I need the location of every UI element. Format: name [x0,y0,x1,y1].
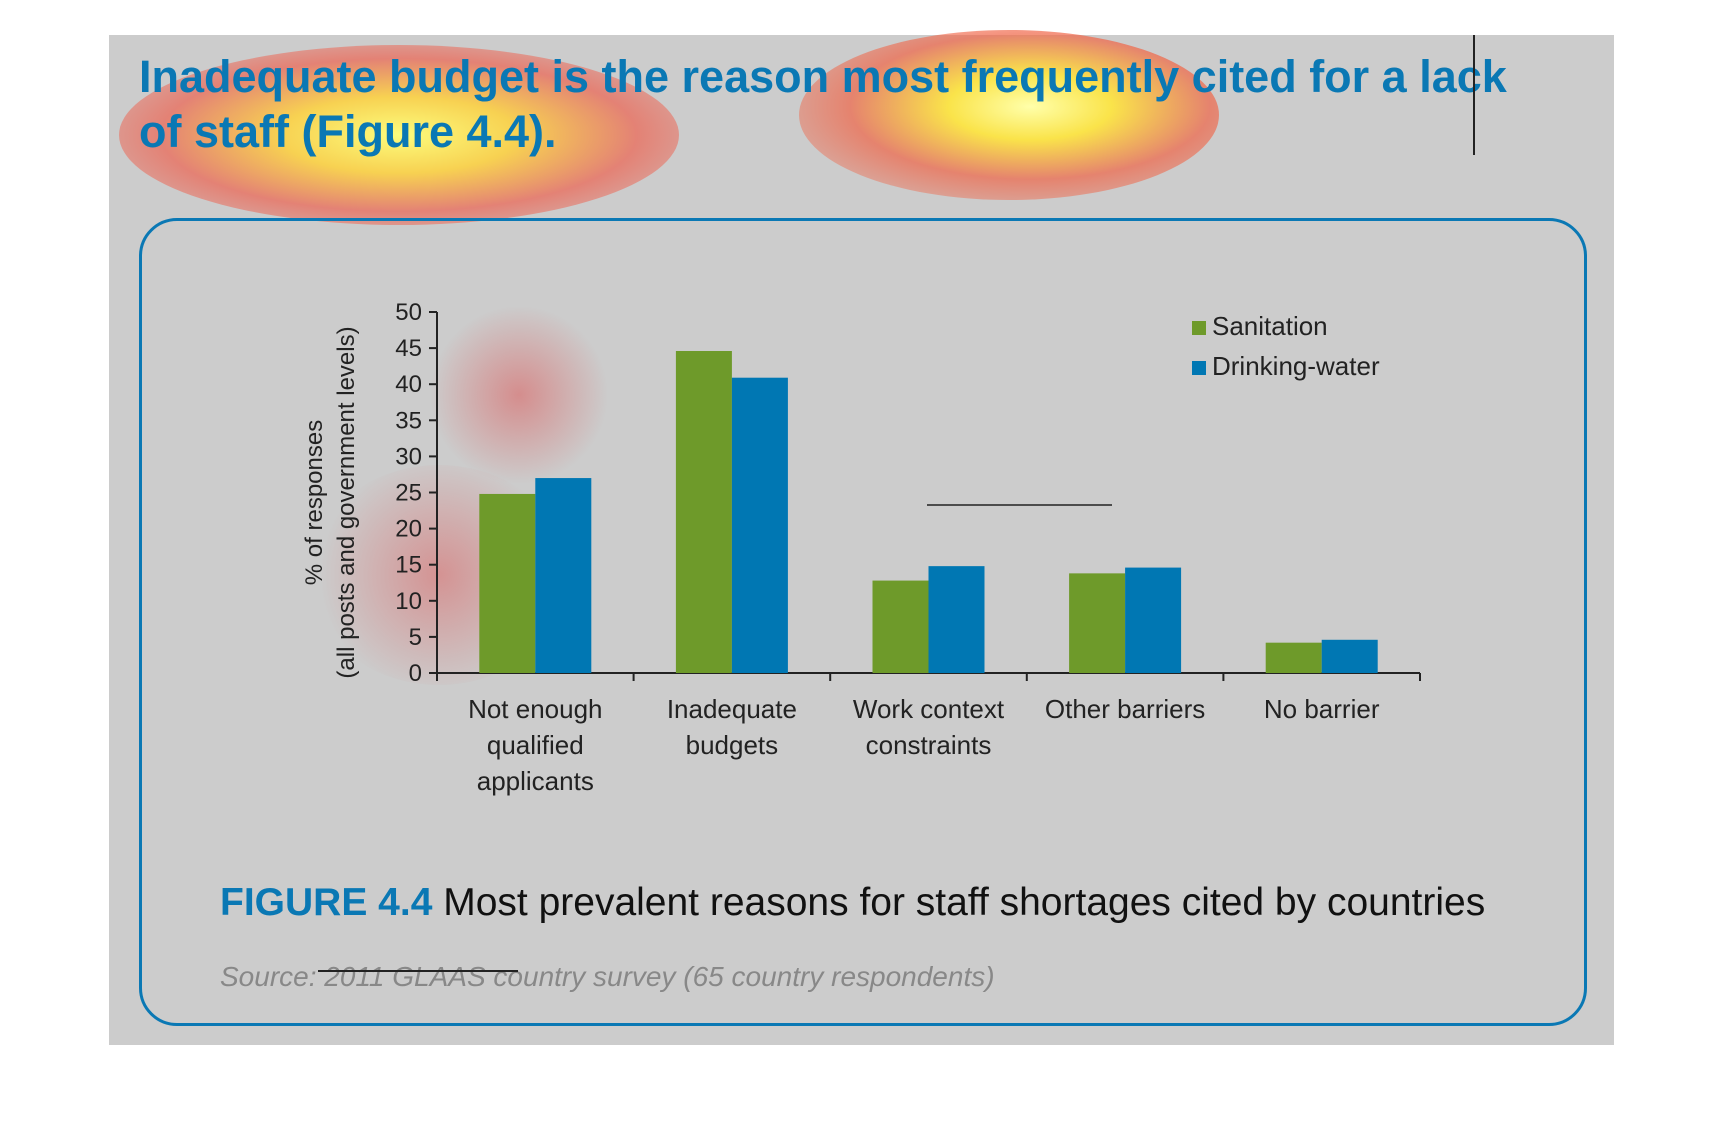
content-panel: Inadequate budget is the reason most fre… [109,30,1614,1045]
x-tick-label: Not enough qualified applicants [468,694,602,796]
y-tick-label: 10 [395,588,422,615]
y-tick-label: 0 [409,660,422,687]
bar-drinking-water [1125,567,1182,673]
x-tick-label: Work context constraints [853,694,1005,760]
x-tick-label: Other barriers [1045,694,1205,724]
bar-drinking-water [1321,639,1378,673]
y-tick-label: 30 [395,443,422,470]
y-tick-label: 5 [409,624,422,651]
x-tick-label: Inadequate budgets [667,694,797,760]
y-tick-label: 50 [395,299,422,326]
bar-sanitation [675,350,732,673]
bar-drinking-water [928,566,985,673]
headline: Inadequate budget is the reason most fre… [139,51,1507,157]
bar-drinking-water [731,377,788,673]
figure-title: Most prevalent reasons for staff shortag… [443,881,1486,924]
bar-drinking-water [535,478,592,673]
y-tick-label: 45 [395,335,422,362]
y-axis-label: % of responses (all posts and government … [301,326,360,678]
legend-label: Sanitation [1212,311,1328,341]
text-cursor [1473,35,1475,155]
annotation-line [318,970,518,972]
x-tick-label: No barrier [1264,694,1380,724]
y-tick-label: 40 [395,371,422,398]
bar-sanitation [872,580,929,673]
y-tick-label: 15 [395,552,422,579]
bar-sanitation [1265,642,1322,673]
figure-caption: FIGURE 4.4 Most prevalent reasons for st… [220,881,1485,925]
bar-sanitation [1069,573,1126,673]
legend-swatch [1192,321,1206,335]
y-tick-label: 35 [395,407,422,434]
figure-source: Source: 2011 GLAAS country survey (65 co… [220,961,995,992]
figure-label: FIGURE 4.4 [220,881,433,924]
bar-sanitation [479,493,536,673]
bar-chart: 0 5 10 15 20 25 30 35 40 45 50 % of responses (all p… [301,299,1421,796]
legend-swatch [1192,361,1206,375]
figure-box: 0 5 10 15 20 25 30 35 40 45 50 % of responses (all p… [139,218,1587,1026]
y-tick-label: 20 [395,516,422,543]
y-tick-label: 25 [395,480,422,507]
legend-label: Drinking-water [1212,351,1380,381]
